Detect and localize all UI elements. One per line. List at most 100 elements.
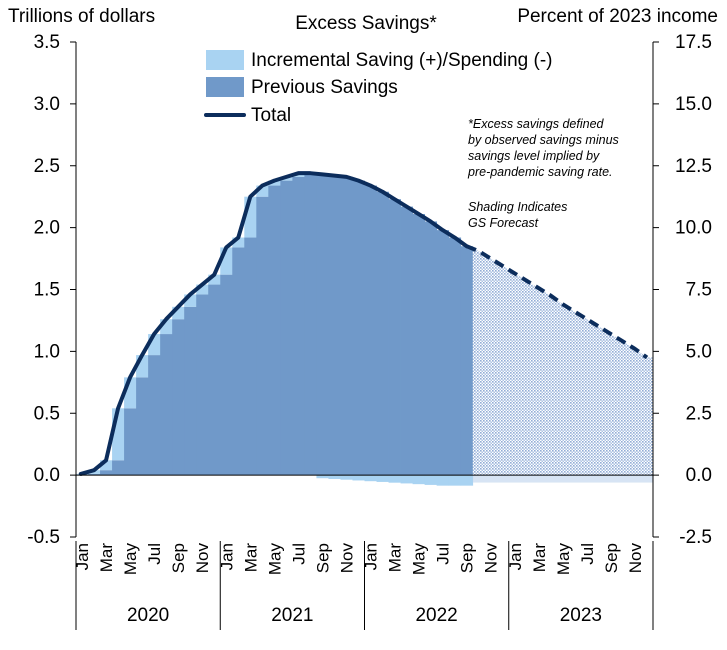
- incremental-saving-bar: [100, 460, 113, 471]
- left-tick-label: 3.0: [34, 94, 60, 115]
- bar-layer: [76, 173, 474, 486]
- left-tick-label: 1.5: [34, 280, 60, 301]
- incremental-spending-bar: [436, 475, 450, 486]
- incremental-saving-bar: [232, 237, 245, 248]
- incremental-spending-bar: [412, 475, 425, 485]
- incremental-saving-bar: [256, 185, 269, 197]
- x-month-label: Sep: [602, 543, 621, 573]
- incremental-saving-bar: [208, 274, 221, 285]
- previous-savings-bar: [376, 191, 389, 476]
- x-year-label: 2020: [127, 605, 169, 626]
- x-month-label: Nov: [337, 543, 356, 574]
- previous-savings-bar: [424, 221, 438, 476]
- previous-savings-bar: [304, 173, 317, 476]
- annotation-line-4: pre-pandemic saving rate.: [467, 165, 613, 179]
- x-month-label: Mar: [241, 543, 260, 573]
- x-month-label: Jul: [145, 543, 164, 565]
- x-month-label: May: [121, 543, 140, 576]
- x-year-label: 2021: [271, 605, 313, 626]
- previous-savings-bar: [220, 274, 233, 476]
- x-month-label: May: [554, 543, 573, 576]
- right-tick-label: 17.5: [675, 32, 712, 53]
- previous-savings-bar: [328, 175, 341, 476]
- legend-label-previous: Previous Savings: [251, 77, 398, 98]
- left-tick-label: 0.0: [34, 465, 60, 486]
- incremental-spending-bar: [328, 475, 341, 479]
- legend-label-total: Total: [251, 105, 291, 126]
- previous-savings-bar: [436, 230, 450, 476]
- incremental-spending-bar: [460, 475, 474, 486]
- previous-savings-bar: [256, 196, 269, 476]
- forecast-note-line-1: Shading Indicates: [468, 200, 567, 214]
- incremental-spending-bar: [352, 475, 365, 481]
- x-month-label: Mar: [530, 543, 549, 573]
- annotation-line-2: by observed savings minus: [468, 133, 619, 147]
- previous-savings-bar: [124, 408, 137, 476]
- previous-savings-bar: [148, 355, 161, 476]
- previous-savings-bar: [448, 237, 462, 476]
- previous-savings-bar: [400, 206, 413, 476]
- incremental-saving-bar: [196, 284, 209, 295]
- x-month-label: Jan: [73, 543, 92, 570]
- x-month-label: Nov: [626, 543, 645, 574]
- right-tick-label: 7.5: [686, 280, 712, 301]
- x-year-label: 2022: [415, 605, 457, 626]
- previous-savings-bar: [172, 319, 185, 476]
- total-line-layer: [78, 171, 649, 476]
- previous-savings-bar: [184, 306, 197, 476]
- forecast-area: [472, 246, 653, 476]
- left-tick-label: 3.5: [34, 32, 60, 53]
- previous-savings-bar: [160, 334, 173, 476]
- previous-savings-bar: [280, 180, 293, 476]
- x-month-label: Sep: [458, 543, 477, 573]
- legend: Incremental Saving (+)/Spending (-) Prev…: [204, 50, 553, 126]
- legend-label-incremental: Incremental Saving (+)/Spending (-): [251, 50, 553, 71]
- x-month-label: Nov: [193, 543, 212, 574]
- right-tick-label: 0.0: [686, 465, 712, 486]
- incremental-spending-bar: [364, 475, 377, 482]
- x-month-label: Sep: [169, 543, 188, 573]
- previous-savings-bar: [460, 246, 474, 476]
- x-month-label: Nov: [482, 543, 501, 574]
- legend-swatch-previous: [206, 77, 244, 97]
- left-tick-label: 2.0: [34, 218, 60, 239]
- x-month-label: May: [410, 543, 429, 576]
- x-month-label: Jan: [217, 543, 236, 570]
- x-month-label: Jul: [578, 543, 597, 565]
- incremental-spending-bar: [448, 475, 462, 486]
- right-axis-label: Percent of 2023 income: [517, 6, 718, 27]
- previous-savings-bar: [292, 176, 305, 476]
- previous-savings-bar: [388, 199, 401, 476]
- incremental-spending-bar: [388, 475, 401, 483]
- x-month-label: Mar: [386, 543, 405, 573]
- previous-savings-bar: [316, 174, 329, 476]
- right-tick-label: 2.5: [686, 403, 712, 424]
- left-tick-label: 2.5: [34, 156, 60, 177]
- incremental-spending-bar: [424, 475, 438, 485]
- previous-savings-bar: [268, 185, 281, 476]
- incremental-saving-bar: [268, 180, 281, 186]
- incremental-spending-bar: [316, 475, 329, 479]
- legend-swatch-incremental: [206, 50, 244, 70]
- total-line-actual: [78, 171, 469, 476]
- x-month-label: Jul: [434, 543, 453, 565]
- left-tick-label: 1.0: [34, 341, 60, 362]
- right-tick-label: 10.0: [675, 218, 712, 239]
- x-year-label: 2023: [560, 605, 602, 626]
- x-month-label: Jan: [506, 543, 525, 570]
- previous-savings-bar: [112, 460, 125, 476]
- x-axis-labels: Jan Mar May Jul Sep Nov 2020 Jan Mar May Jul Sep Nov…: [73, 541, 654, 630]
- previous-savings-bar: [232, 247, 245, 476]
- x-month-label: Mar: [97, 543, 116, 573]
- total-line-forecast: [465, 244, 649, 360]
- previous-savings-bar: [88, 473, 101, 476]
- left-axis-label: Trillions of dollars: [8, 6, 155, 27]
- chart-title: Excess Savings*: [295, 13, 437, 34]
- previous-savings-bar: [100, 470, 113, 476]
- forecast-spending-area: [472, 475, 653, 483]
- previous-savings-bar: [208, 284, 221, 476]
- previous-savings-bar: [196, 294, 209, 476]
- forecast-shading: [472, 246, 653, 483]
- x-month-label: May: [265, 543, 284, 576]
